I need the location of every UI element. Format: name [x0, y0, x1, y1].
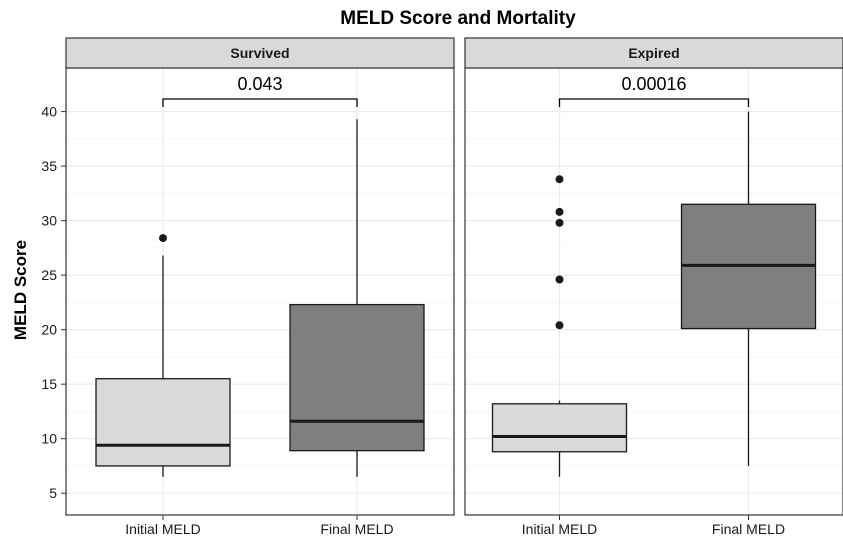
- significance-bracket-expired: 0.00016: [558, 74, 750, 107]
- x-tick-label: Initial MELD: [125, 521, 200, 537]
- outlier-point: [555, 321, 564, 330]
- box-body: [289, 303, 425, 452]
- outlier-point: [555, 275, 564, 284]
- y-tick-label: 25: [41, 267, 57, 283]
- bracket-line: [162, 98, 358, 107]
- p-value-label: 0.043: [237, 74, 282, 94]
- box-body: [491, 403, 628, 453]
- box-survived-final-meld: [289, 119, 425, 477]
- p-value-label: 0.00016: [621, 74, 686, 94]
- box-expired-final-meld: [680, 111, 817, 466]
- x-tick-label: Initial MELD: [522, 521, 597, 537]
- facet-strip-label: Expired: [628, 45, 679, 61]
- box-body: [95, 378, 231, 467]
- y-tick-label: 40: [41, 104, 57, 120]
- panel-expired: 0.00016 Expired Initial MELD Final MELD: [464, 37, 843, 537]
- y-tick-label: 20: [41, 322, 57, 338]
- chart-title: MELD Score and Mortality: [340, 8, 576, 29]
- y-tick-label: 35: [41, 158, 57, 174]
- facet-strip-label: Survived: [230, 45, 289, 61]
- bracket-line: [558, 98, 750, 107]
- box-expired-initial-meld: [491, 175, 628, 477]
- y-tick-label: 5: [49, 485, 57, 501]
- y-axis: 5 10 15 20 25 30 35 40: [41, 104, 66, 501]
- outlier-point: [555, 175, 564, 184]
- y-tick-label: 15: [41, 376, 57, 392]
- facet-strip-survived: [65, 37, 455, 69]
- significance-bracket-survived: 0.043: [162, 74, 358, 107]
- outlier-point: [555, 218, 564, 227]
- facet-strip-expired: [464, 37, 843, 69]
- x-tick-label: Final MELD: [320, 521, 393, 537]
- outlier-point: [159, 234, 167, 243]
- x-tick-label: Final MELD: [712, 521, 785, 537]
- panels-layer: 5 10 15 20 25 30 35 40 0.043 Survived Initial MELD…: [41, 37, 843, 537]
- y-axis-label: MELD Score: [11, 240, 30, 340]
- box-survived-initial-meld: [95, 234, 231, 477]
- outlier-point: [555, 207, 564, 216]
- y-tick-label: 10: [41, 431, 57, 447]
- y-tick-label: 30: [41, 213, 57, 229]
- panel-survived: 0.043 Survived Initial MELD Final MELD: [65, 37, 455, 537]
